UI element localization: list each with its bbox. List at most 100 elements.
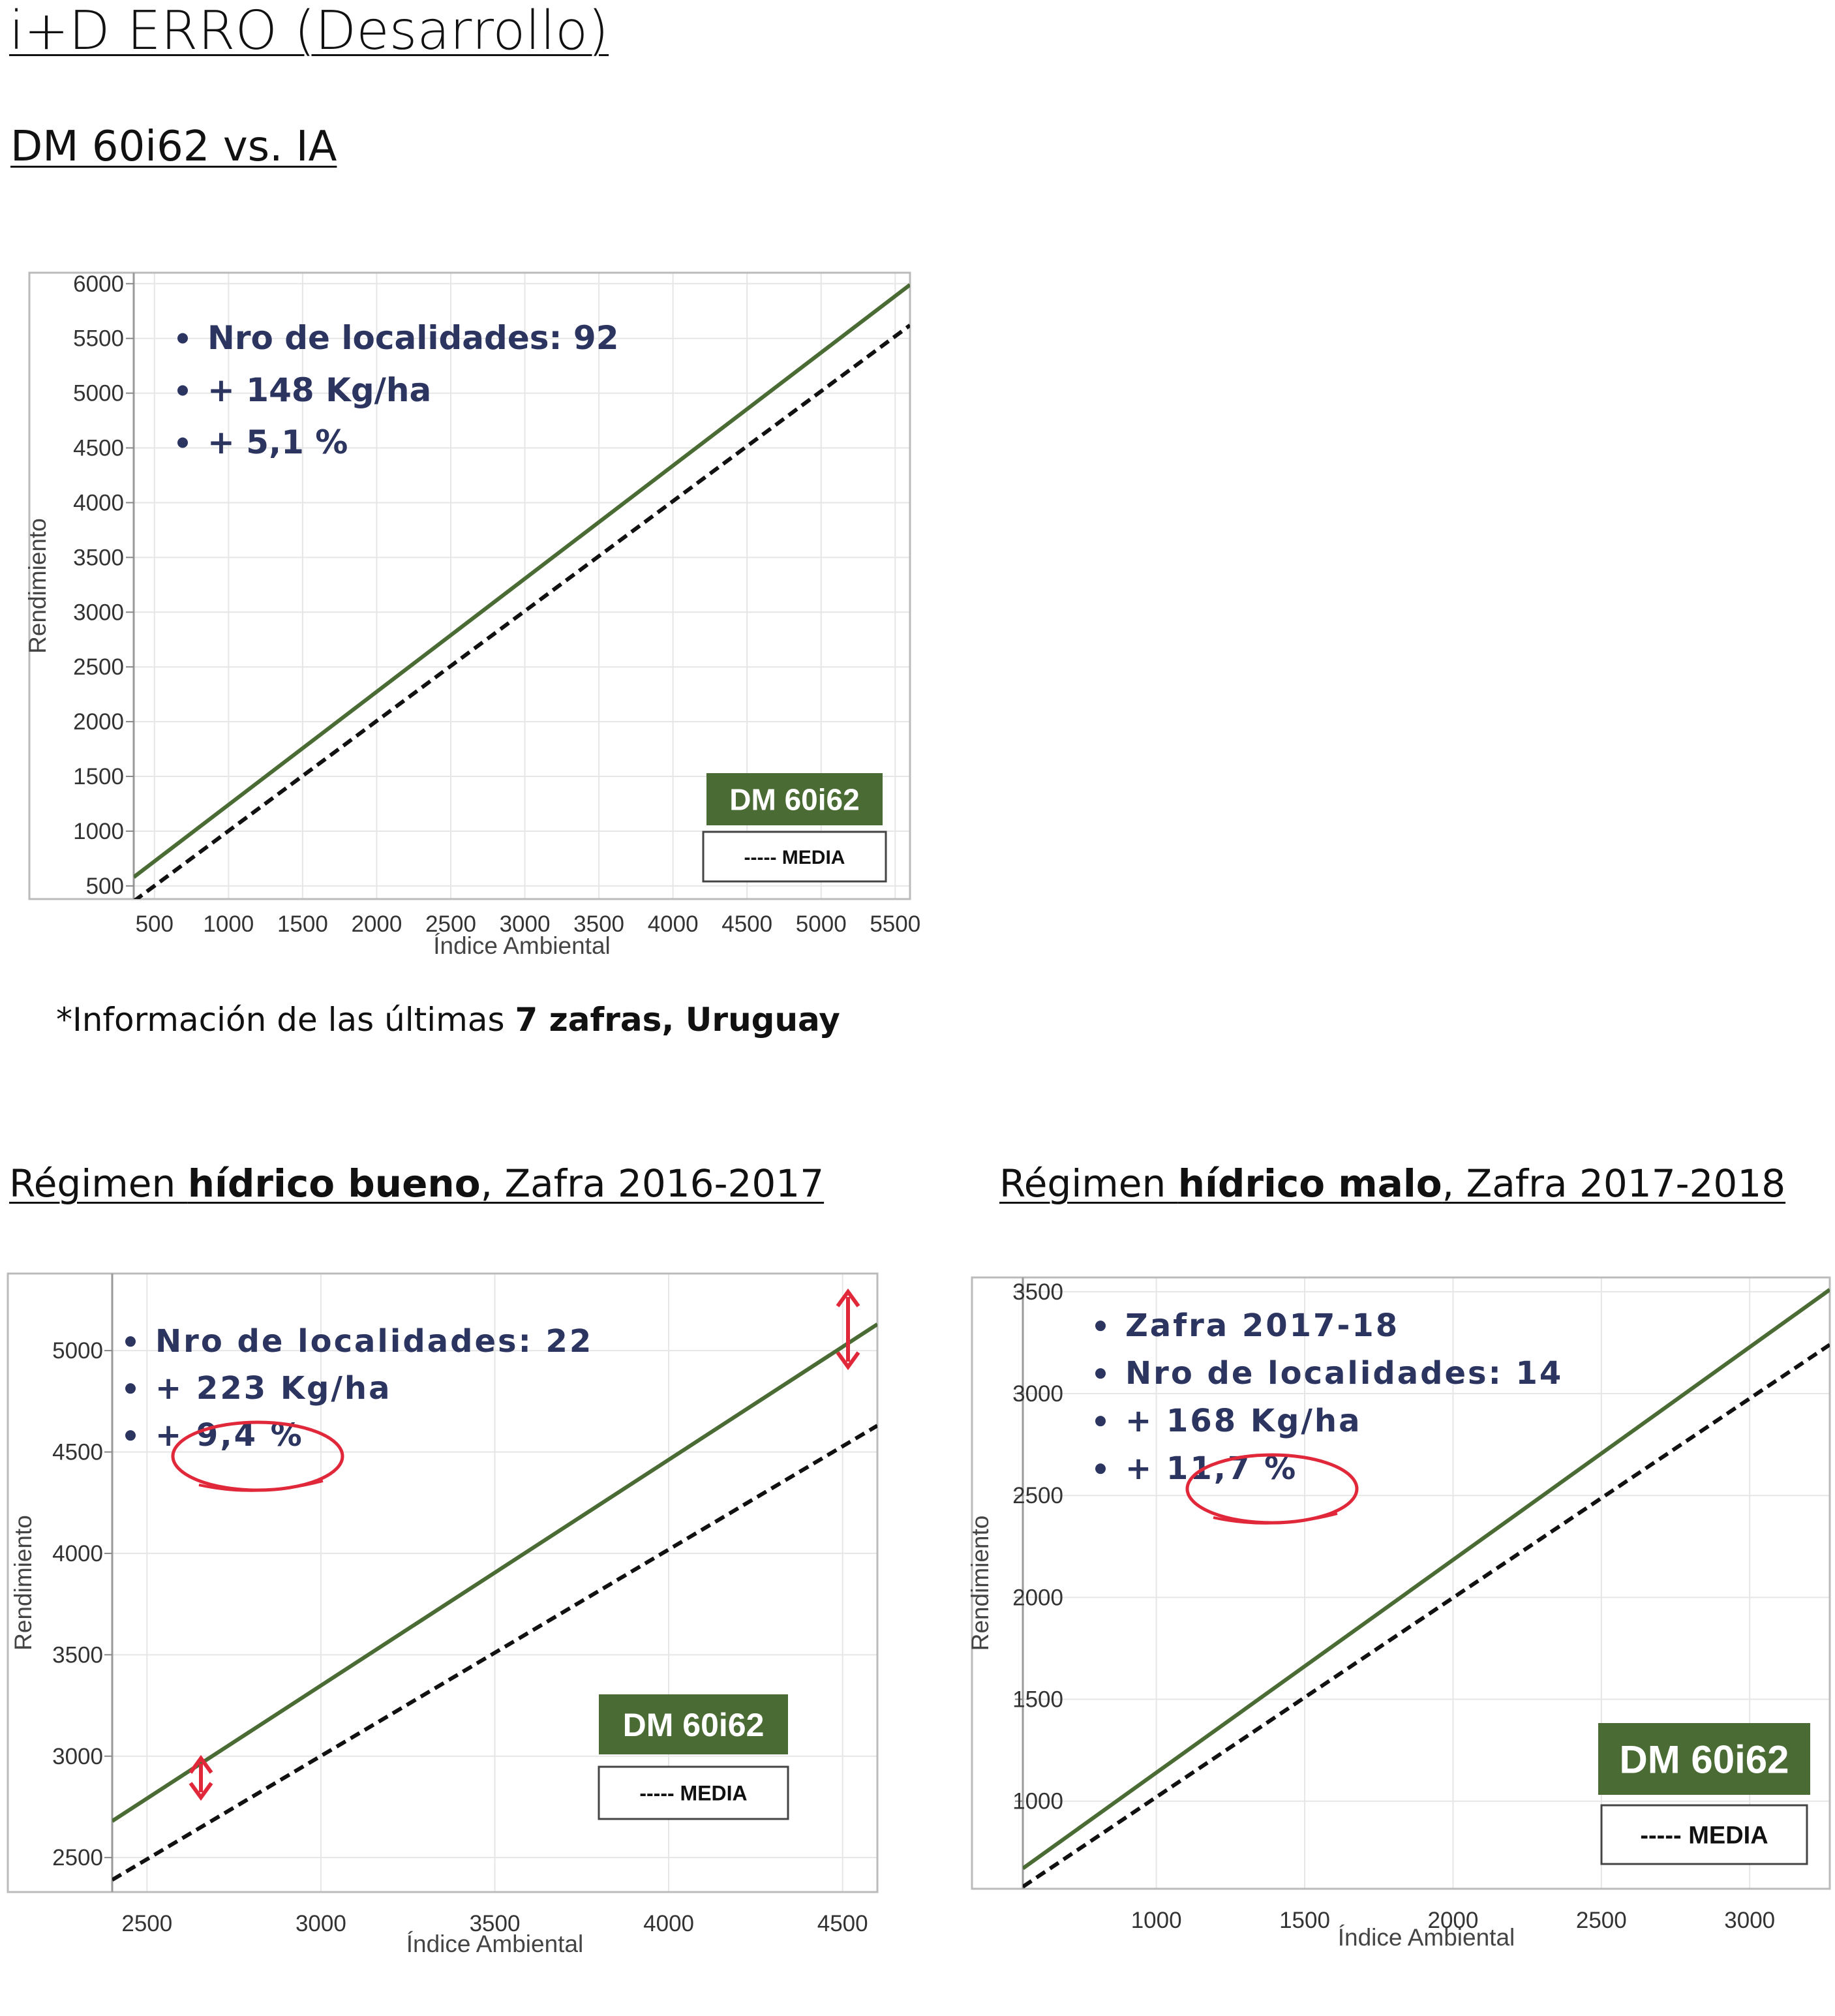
x-tick-label: 1000 [203,911,254,937]
legend-variety-box [599,1694,788,1754]
bullet-dot [177,385,188,396]
bullet-dot [125,1430,136,1441]
chart-bad-regime: 1000 1500 2000 2500 3000 3500 1000 1500 2000 2500… [967,1276,1831,1951]
x-tick-label: 5000 [796,911,847,937]
y-tick-label: 5000 [52,1338,103,1364]
gap-arrow-head-up [836,1288,860,1307]
section-title-bad-bold: hídrico malo [1177,1161,1442,1206]
y-tick-label: 4500 [73,436,124,461]
x-tick-label: 2500 [121,1911,172,1936]
chart-bad-regime-plot: 1000 1500 2000 2500 3000 3500 1000 1500 2000 2500… [967,1276,1831,1951]
note-bold-text: 7 zafras, Uruguay [515,1001,840,1039]
legend-media-label: ----- MEDIA [639,1782,747,1805]
x-tick-label: 1500 [1279,1908,1330,1933]
bullet-dot [125,1336,136,1347]
y-tick-label: 3500 [52,1642,103,1668]
legend-media-label: ----- MEDIA [744,847,845,868]
bullet-dot [177,437,188,448]
series-media-line [134,324,910,899]
y-tick-label: 2000 [1012,1585,1063,1610]
section-title-good-suffix: , Zafra 2016-2017 [480,1161,825,1206]
x-axis-label: Índice Ambiental [433,932,611,959]
bullet-text: Nro de localidades: 92 [207,319,619,357]
bullet-text: + 148 Kg/ha [207,371,431,409]
x-tick-label: 3000 [1724,1908,1775,1933]
x-tick-label: 2000 [352,911,402,937]
gap-arrow-head-down [836,1351,860,1371]
series-variety-line [112,1322,877,1823]
y-tick-label: 5000 [73,381,124,406]
plot-frame [28,271,911,900]
plot-frame [971,1276,1831,1890]
y-axis-label: Rendimiento [967,1516,993,1651]
gap-arrow-head-up [189,1754,213,1774]
page-subtitle: DM 60i62 vs. IA [10,123,337,171]
y-tick-label: 3000 [52,1744,103,1769]
bullet-text: + 168 Kg/ha [1125,1403,1361,1439]
section-title-bad-suffix: , Zafra 2017-2018 [1442,1161,1786,1206]
page-title: i+D ERRO (Desarrollo) [9,0,609,62]
legend-media-box [598,1765,789,1820]
legend-variety-label: DM 60i62 [623,1707,765,1743]
x-tick-label: 2500 [425,911,476,937]
x-tick-label: 4500 [817,1911,868,1936]
bullet-dot [125,1383,136,1394]
section-title-bad: Régimen hídrico malo, Zafra 2017-2018 [999,1161,1785,1206]
series-variety-line [1023,1288,1830,1871]
y-tick-label: 2000 [73,709,124,735]
legend-variety-box [706,773,883,825]
bullet-text: + 223 Kg/ha [155,1370,391,1407]
y-tick-label: 1500 [73,764,124,789]
x-axis-label: Índice Ambiental [1338,1924,1515,1951]
y-tick-label: 500 [86,874,124,899]
x-tick-label: 5500 [870,911,920,937]
series-media-line [112,1424,877,1882]
x-tick-label: 1500 [277,911,328,937]
gap-arrow-head-down [189,1782,213,1801]
chart-overall: 500 1000 1500 2000 2500 3000 3500 4000 4500 5000 5… [24,271,920,959]
bullet-text: Nro de localidades: 22 [155,1323,593,1360]
x-tick-label: 4500 [721,911,772,937]
bullet-dot [1095,1321,1106,1332]
y-tick-label: 3000 [1012,1381,1063,1407]
chart-overall-plot: 500 1000 1500 2000 2500 3000 3500 4000 4500 5000 5… [24,271,920,959]
highlight-circle-stroke [198,1480,324,1492]
x-tick-label: 4000 [643,1911,694,1936]
bullet-dot [1095,1463,1106,1474]
x-tick-label: 3500 [470,1911,521,1936]
y-tick-label: 4500 [52,1440,103,1465]
x-tick-label: 3000 [500,911,551,937]
legend-media-box [702,831,887,883]
section-title-good-prefix: Régimen [9,1161,188,1206]
series-variety-line [134,283,910,879]
x-tick-label: 2500 [1576,1908,1627,1933]
section-title-good-bold: hídrico bueno [187,1161,481,1206]
legend-variety-box [1598,1723,1810,1795]
x-axis-label: Índice Ambiental [406,1931,584,1957]
y-tick-label: 1000 [1012,1789,1063,1814]
y-tick-label: 1500 [1012,1687,1063,1713]
highlight-circle-stroke [1213,1512,1338,1525]
section-title-good: Régimen hídrico bueno, Zafra 2016-2017 [9,1161,824,1206]
legend-variety-label: DM 60i62 [729,783,859,817]
x-tick-label: 1000 [1131,1908,1182,1933]
x-tick-label: 2000 [1427,1908,1478,1933]
y-tick-label: 3500 [73,545,124,570]
chart-good-regime: 2500 3000 3500 4000 4500 5000 2500 3000 3500 4000… [7,1272,879,1957]
y-tick-label: 4000 [52,1541,103,1566]
plot-frame [7,1272,879,1893]
y-tick-label: 2500 [52,1845,103,1871]
chart-good-regime-plot: 2500 3000 3500 4000 4500 5000 2500 3000 3500 4000… [7,1272,879,1957]
bullet-dot [177,333,188,344]
y-tick-label: 4000 [73,490,124,515]
legend-media-box [1600,1804,1808,1865]
y-axis-label: Rendimiento [10,1515,37,1651]
x-tick-label: 3000 [296,1911,346,1936]
data-source-note: *Información de las últimas 7 zafras, Ur… [56,1001,840,1039]
y-tick-label: 3500 [1012,1279,1063,1305]
bullet-text: Nro de localidades: 14 [1125,1355,1563,1392]
y-tick-label: 1000 [73,819,124,844]
y-tick-label: 2500 [73,654,124,680]
legend-variety-label: DM 60i62 [1619,1738,1789,1782]
y-tick-label: 3000 [73,600,124,625]
